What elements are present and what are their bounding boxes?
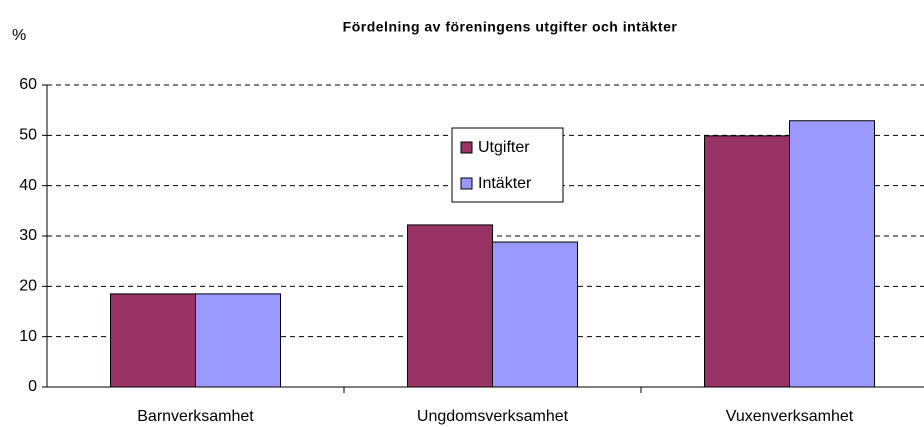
bar (195, 293, 281, 388)
y-tick-label: 10 (19, 328, 37, 345)
bar (704, 135, 790, 388)
y-tick-label: 20 (19, 278, 37, 295)
y-axis-label: % (12, 27, 26, 44)
y-tick-label: 50 (19, 127, 37, 144)
bar (110, 293, 196, 388)
legend-swatch (460, 141, 473, 154)
x-tick-label: Vuxenverksamhet (726, 408, 854, 425)
bar (492, 241, 578, 388)
y-tick-label: 40 (19, 177, 37, 194)
y-tick-label: 30 (19, 227, 37, 244)
x-tick-label: Barnverksamhet (137, 408, 254, 425)
bar (407, 224, 493, 388)
legend-label: Intäkter (478, 175, 532, 192)
x-tick-label: Ungdomsverksamhet (417, 408, 569, 425)
legend-box (451, 127, 564, 203)
y-tick-label: 0 (28, 378, 37, 395)
chart-title: Fördelning av föreningens utgifter och i… (343, 19, 678, 35)
y-tick-label: 60 (19, 76, 37, 93)
legend-swatch (460, 177, 473, 190)
legend-label: Utgifter (478, 139, 530, 156)
bar (789, 120, 875, 388)
